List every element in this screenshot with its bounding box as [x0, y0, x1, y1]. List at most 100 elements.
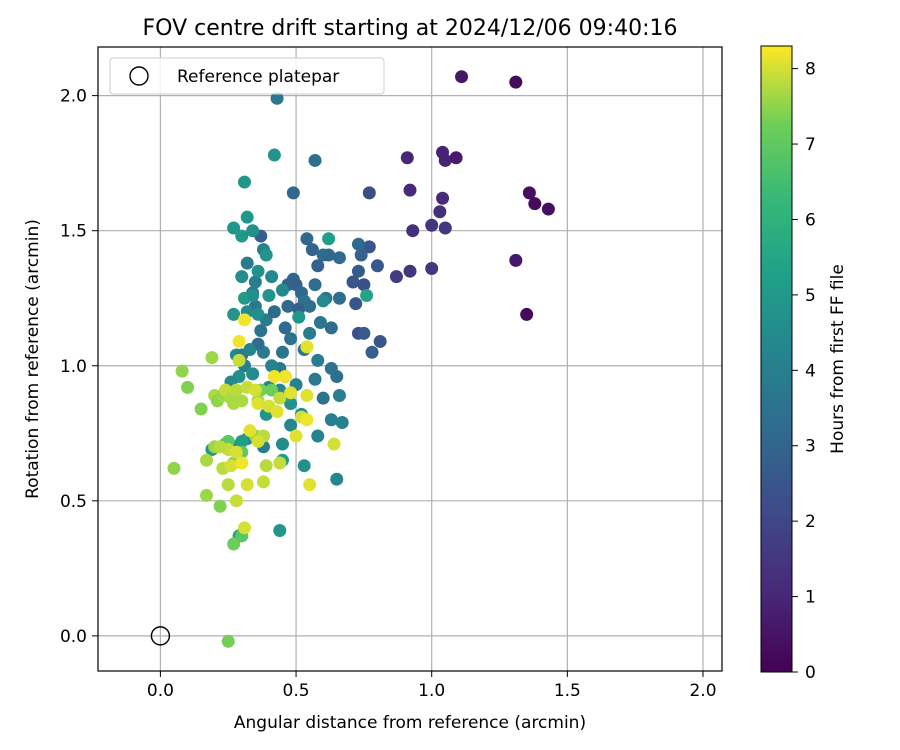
data-point [316, 294, 330, 308]
data-point [324, 321, 338, 335]
data-point [316, 391, 330, 405]
legend: Reference platepar [109, 57, 385, 95]
data-point [251, 397, 265, 411]
x-tick-label: 1.5 [554, 681, 581, 701]
data-point [370, 259, 384, 273]
colorbar-tick-label: 8 [805, 60, 816, 80]
data-point [425, 262, 439, 276]
data-point [246, 224, 260, 238]
data-point [322, 248, 336, 262]
data-point [449, 151, 463, 165]
data-point [332, 291, 346, 305]
data-point [200, 488, 214, 502]
data-point [455, 70, 469, 84]
data-point [303, 299, 317, 313]
data-point [311, 429, 325, 443]
data-point [403, 264, 417, 278]
data-point [425, 218, 439, 232]
data-point [265, 270, 279, 284]
data-point [213, 440, 227, 454]
data-point [284, 386, 298, 400]
data-point [227, 221, 241, 235]
y-tick-label: 0.5 [60, 492, 87, 512]
data-point [256, 475, 270, 489]
x-tick-label: 0.5 [283, 681, 310, 701]
colorbar-tick-label: 0 [805, 663, 816, 683]
data-point [167, 461, 181, 475]
data-point [235, 394, 249, 408]
data-point [238, 313, 252, 327]
data-point [267, 370, 281, 384]
data-point [270, 405, 284, 419]
data-point [332, 388, 346, 402]
data-point [275, 345, 289, 359]
y-tick-label: 1.0 [60, 357, 87, 377]
data-point [400, 151, 414, 165]
data-point [332, 251, 346, 265]
data-point [205, 351, 219, 365]
data-point [240, 256, 254, 270]
data-point [438, 221, 452, 235]
data-point [322, 232, 336, 246]
data-point [235, 270, 249, 284]
colorbar: 0 1 2 3 4 5 6 7 8 Hours from first FF file [760, 45, 848, 683]
colorbar-tick-label: 4 [805, 361, 816, 381]
data-point [275, 437, 289, 451]
data-point [357, 326, 371, 340]
data-points [167, 70, 555, 648]
data-point [200, 453, 214, 467]
colorbar-label: Hours from first FF file [828, 264, 848, 454]
data-point [305, 243, 319, 257]
data-point [238, 521, 252, 535]
data-point [243, 343, 257, 357]
data-point [297, 459, 311, 473]
data-point [300, 388, 314, 402]
data-point [327, 437, 341, 451]
data-point [229, 445, 243, 459]
y-axis-label: Rotation from reference (arcmin) [23, 219, 43, 499]
reference-platepar-marker [150, 626, 171, 646]
data-point [248, 275, 262, 289]
data-point [436, 191, 450, 205]
x-tick-label: 0.0 [147, 681, 174, 701]
data-point [246, 289, 260, 303]
y-tick-label: 1.5 [60, 222, 87, 242]
data-point [406, 224, 420, 238]
legend-box [109, 57, 385, 95]
data-point [311, 353, 325, 367]
data-point [229, 383, 243, 397]
data-point [235, 456, 249, 470]
data-point [300, 232, 314, 246]
data-point [284, 418, 298, 432]
data-point [235, 434, 249, 448]
data-point [273, 456, 287, 470]
data-point [243, 424, 257, 438]
y-tick-label: 0.0 [60, 627, 87, 647]
y-ticks: 0.0 0.5 1.0 1.5 2.0 [60, 87, 98, 647]
data-point [433, 205, 447, 219]
data-point [541, 202, 555, 216]
data-point [227, 537, 241, 551]
data-point [221, 634, 235, 648]
data-point [232, 334, 246, 348]
data-point [351, 237, 365, 251]
data-point [346, 275, 360, 289]
data-point [213, 499, 227, 513]
data-point [357, 278, 371, 292]
data-point [194, 402, 208, 416]
data-point [240, 478, 254, 492]
data-point [262, 289, 276, 303]
data-point [278, 370, 292, 384]
colorbar-gradient [760, 45, 793, 673]
data-point [335, 415, 349, 429]
data-point [509, 75, 523, 89]
data-point [324, 413, 338, 427]
colorbar-tick-label: 6 [805, 210, 816, 230]
data-point [289, 429, 303, 443]
legend-reference-icon [129, 66, 149, 86]
x-ticks: 0.0 0.5 1.0 1.5 2.0 [147, 671, 717, 701]
data-point [240, 210, 254, 224]
data-point [330, 472, 344, 486]
data-point [267, 305, 281, 319]
